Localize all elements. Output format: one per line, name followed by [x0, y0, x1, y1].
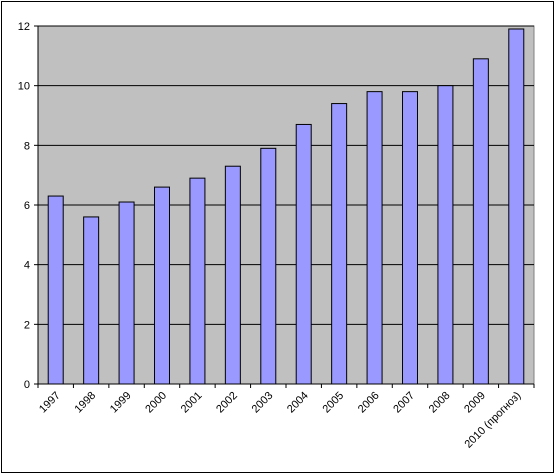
x-tick-label: 2004 [285, 390, 311, 416]
y-tick-label: 6 [24, 200, 30, 212]
x-tick-label: 2003 [250, 390, 276, 416]
y-tick-label: 2 [24, 319, 30, 331]
x-tick-label: 1997 [37, 390, 63, 416]
bar [508, 28, 525, 385]
bars [47, 28, 525, 385]
y-tick-label: 0 [24, 379, 30, 391]
x-tick-label: 2000 [143, 390, 169, 416]
bar [189, 177, 206, 385]
bar [437, 85, 454, 385]
bar [154, 186, 170, 385]
bar [295, 123, 312, 385]
x-tick-label: 2008 [427, 390, 453, 416]
bar [47, 195, 64, 385]
x-tick-label: 2001 [179, 390, 205, 416]
y-tick-label: 12 [18, 21, 30, 33]
y-tick-label: 8 [24, 140, 30, 152]
bar [260, 147, 277, 385]
x-tick-label: 1999 [108, 390, 134, 416]
x-tick-label: 1998 [72, 390, 98, 416]
bar [366, 91, 383, 385]
y-tick-label: 10 [18, 81, 30, 93]
bar [83, 216, 100, 385]
x-tick-label: 2006 [356, 390, 382, 416]
x-tick-label: 2007 [391, 390, 417, 416]
x-tick-label: 2005 [320, 390, 346, 416]
y-tick-label: 4 [24, 260, 30, 272]
bar [118, 201, 135, 385]
x-tick-label: 2009 [462, 390, 488, 416]
bar [472, 58, 489, 385]
x-axis: 1997 1998 1999 2000 2001 2002 2003 2004 2005 2006… [37, 383, 535, 451]
y-axis: 0 2 4 6 8 10 12 [18, 21, 39, 391]
bar [331, 103, 348, 385]
x-tick-label: 2002 [214, 390, 240, 416]
bar [402, 91, 418, 385]
bar [224, 165, 241, 385]
